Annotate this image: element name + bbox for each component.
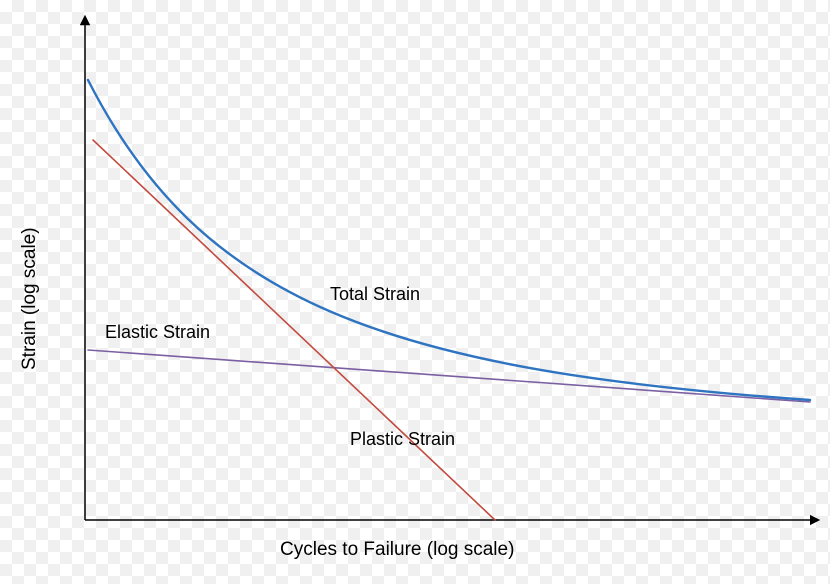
chart-canvas: Total Strain Elastic Strain Plastic Stra… — [0, 0, 830, 584]
total-strain-curve — [88, 80, 810, 400]
y-axis-label: Strain (log scale) — [19, 227, 40, 370]
plastic-strain-label: Plastic Strain — [350, 429, 455, 449]
total-strain-label: Total Strain — [330, 284, 420, 304]
elastic-strain-line — [88, 350, 810, 402]
elastic-strain-label: Elastic Strain — [105, 322, 210, 342]
strain-life-chart: Total Strain Elastic Strain Plastic Stra… — [0, 0, 830, 584]
x-axis-label: Cycles to Failure (log scale) — [280, 539, 514, 560]
